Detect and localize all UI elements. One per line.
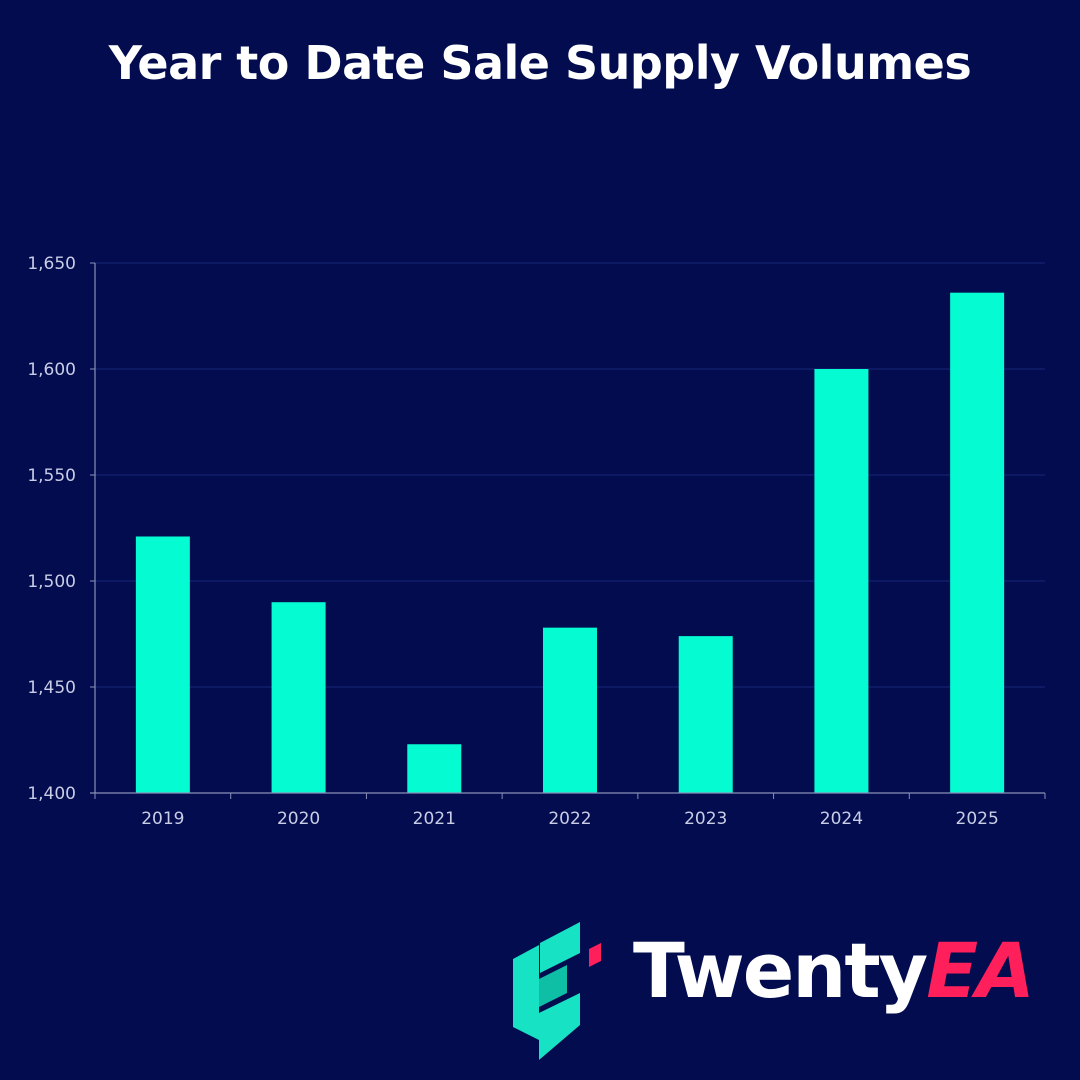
x-tick-label: 2021 [413, 809, 456, 829]
axes [90, 262, 1046, 799]
y-tick-label: 1,550 [27, 466, 76, 486]
grid-lines [95, 262, 1045, 688]
logo-wordmark: TwentyEA [633, 933, 1035, 1009]
y-tick-label: 1,400 [27, 784, 76, 804]
y-tick-label: 1,650 [27, 254, 76, 274]
x-tick-label: 2022 [548, 809, 591, 829]
bar-2022 [543, 627, 597, 793]
y-tick-label: 1,600 [27, 360, 76, 380]
bar-chart: 1,400 1,450 1,500 1,550 1,600 1,650 2019 2020 20… [27, 254, 1046, 829]
twentyea-e-icon [513, 922, 601, 1060]
bar-2024 [814, 369, 869, 793]
bar-2019 [135, 536, 190, 793]
x-tick-label: 2020 [277, 809, 320, 829]
x-tick-label: 2024 [820, 809, 863, 829]
tick-labels: 1,400 1,450 1,500 1,550 1,600 1,650 2019 2020 20… [27, 254, 998, 829]
x-tick-label: 2023 [684, 809, 727, 829]
bar-2025 [950, 292, 1005, 793]
bars [135, 292, 1005, 793]
page-title: Year to Date Sale Supply Volumes [108, 36, 972, 90]
logo-word-twenty: Twenty [633, 926, 928, 1015]
twentyea-logo: TwentyEA [505, 915, 1055, 1065]
x-tick-label: 2019 [141, 809, 184, 829]
bar-2023 [678, 636, 733, 793]
y-tick-label: 1,500 [27, 572, 76, 592]
logo-word-ea: EA [926, 926, 1035, 1015]
bar-2021 [407, 744, 462, 793]
bar-2020 [271, 602, 326, 793]
y-tick-label: 1,450 [27, 678, 76, 698]
x-tick-label: 2025 [956, 809, 999, 829]
